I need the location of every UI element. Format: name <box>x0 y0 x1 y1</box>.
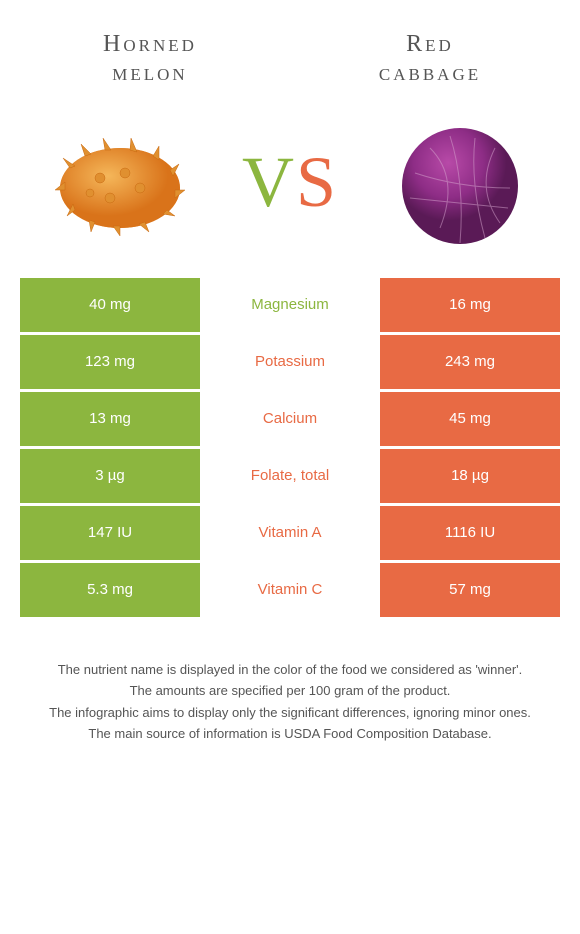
nutrient-table: 40 mgMagnesium16 mg123 mgPotassium243 mg… <box>20 278 560 617</box>
table-row: 3 µgFolate, total18 µg <box>20 449 560 503</box>
nutrient-left-value: 123 mg <box>20 335 200 389</box>
table-row: 147 IUVitamin A1116 IU <box>20 506 560 560</box>
note-line: The amounts are specified per 100 gram o… <box>30 681 550 701</box>
food-left-title: Horned melon <box>50 30 250 88</box>
table-row: 40 mgMagnesium16 mg <box>20 278 560 332</box>
nutrient-label: Magnesium <box>200 278 380 332</box>
nutrient-left-value: 147 IU <box>20 506 200 560</box>
nutrient-right-value: 16 mg <box>380 278 560 332</box>
table-row: 13 mgCalcium45 mg <box>20 392 560 446</box>
nutrient-left-value: 3 µg <box>20 449 200 503</box>
table-row: 5.3 mgVitamin C57 mg <box>20 563 560 617</box>
nutrient-label: Vitamin A <box>200 506 380 560</box>
food-left-line1: Horned <box>103 31 197 57</box>
note-line: The main source of information is USDA F… <box>30 724 550 744</box>
vs-label: VS <box>242 141 338 224</box>
nutrient-right-value: 18 µg <box>380 449 560 503</box>
note-line: The infographic aims to display only the… <box>30 703 550 723</box>
footer-notes: The nutrient name is displayed in the co… <box>0 620 580 766</box>
vs-v: V <box>242 142 296 222</box>
food-right-title: Red cabbage <box>330 30 530 88</box>
nutrient-right-value: 243 mg <box>380 335 560 389</box>
nutrient-label: Folate, total <box>200 449 380 503</box>
horned-melon-image <box>40 118 200 248</box>
nutrient-left-value: 5.3 mg <box>20 563 200 617</box>
header: Horned melon Red cabbage <box>0 0 580 98</box>
nutrient-left-value: 40 mg <box>20 278 200 332</box>
food-left-line2: melon <box>112 60 187 86</box>
nutrient-label: Calcium <box>200 392 380 446</box>
note-line: The nutrient name is displayed in the co… <box>30 660 550 680</box>
nutrient-left-value: 13 mg <box>20 392 200 446</box>
table-row: 123 mgPotassium243 mg <box>20 335 560 389</box>
nutrient-label: Potassium <box>200 335 380 389</box>
nutrient-label: Vitamin C <box>200 563 380 617</box>
images-row: VS <box>0 98 580 278</box>
vs-s: S <box>296 142 338 222</box>
food-right-line2: cabbage <box>379 60 481 86</box>
nutrient-right-value: 57 mg <box>380 563 560 617</box>
red-cabbage-image <box>380 118 540 248</box>
food-right-line1: Red <box>406 31 454 57</box>
nutrient-right-value: 1116 IU <box>380 506 560 560</box>
nutrient-right-value: 45 mg <box>380 392 560 446</box>
